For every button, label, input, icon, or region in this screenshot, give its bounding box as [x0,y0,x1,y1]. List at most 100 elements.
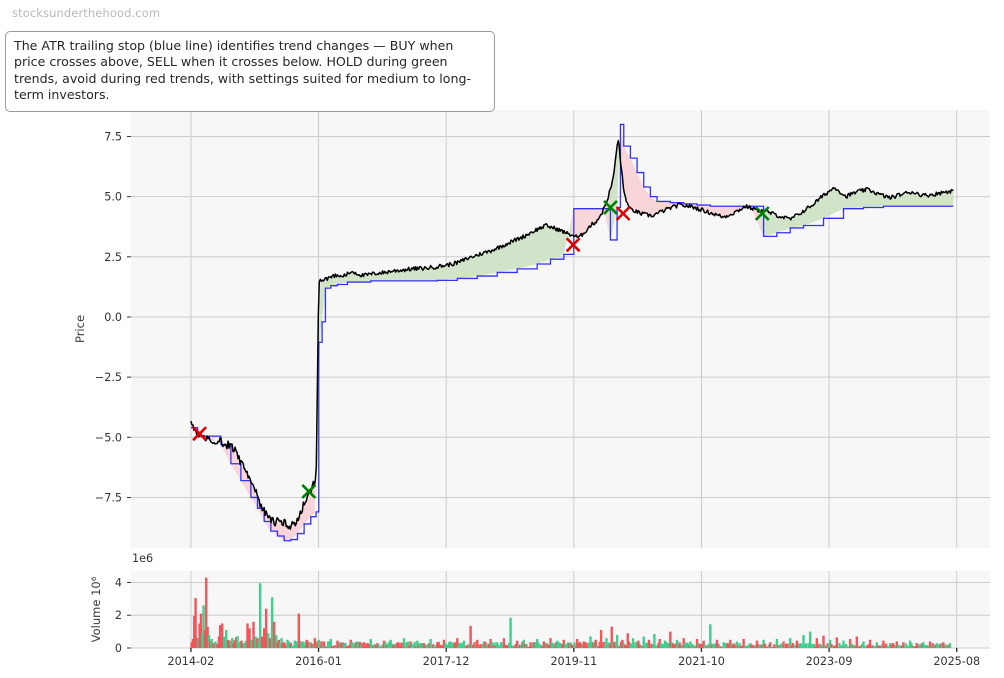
volume-bar [781,645,784,648]
volume-bar [434,645,438,648]
volume-bar [340,642,343,648]
volume-bar [310,643,314,648]
volume-bar [838,643,841,648]
volume-bar [754,645,757,648]
volume-bar [719,646,723,648]
volume-bar [836,647,840,648]
volume-bar [643,646,647,648]
volume-bar [828,639,832,648]
volume-bar [376,643,379,648]
volume-bar [437,641,440,648]
volume-bar [819,644,823,648]
volume-bar [525,643,528,648]
volume-bar [441,645,444,648]
volume-bar [409,641,412,648]
volume-bar [598,641,601,648]
volume-bar [906,646,909,648]
volume-bar [289,643,293,648]
volume-bar [514,643,518,648]
volume-bar [500,642,503,648]
volume-bar [457,643,460,648]
volume-bar [353,642,356,648]
volume-bar [274,634,278,648]
volume-bar [718,645,721,648]
volume-bar [490,642,494,648]
volume-bar [466,644,470,648]
buy-signal-marker [603,200,618,215]
volume-bar [627,641,631,648]
marker-stroke [754,206,770,221]
marker-stroke [301,484,317,499]
volume-bar [762,639,765,648]
volume-bar [743,646,747,648]
volume-bar [911,646,914,648]
volume-bar [802,634,805,648]
volume-bar [195,638,199,648]
volume-bar [570,644,574,648]
volume-bar [557,642,560,648]
volume-bar [731,644,735,648]
volume-bar [341,642,344,648]
volume-bar [397,642,400,648]
volume-bar [493,642,496,648]
volume-bar [281,642,285,648]
volume-bar [654,645,657,648]
volume-bar [717,643,720,648]
volume-bar [517,644,520,648]
volume-bar [699,643,703,648]
volume-bar [890,645,893,648]
sell-signal-marker [615,206,631,221]
volume-bar [277,639,281,648]
volume-bar [727,644,731,648]
volume-bar [938,644,941,648]
volume-bar [268,638,272,648]
volume-bar [386,643,390,648]
volume-bar [807,643,811,648]
volume-bar [786,643,789,648]
volume-bar [614,645,617,648]
volume-bar [404,646,407,648]
volume-bar [870,646,873,648]
volume-bar [574,645,578,648]
volume-bar [587,642,591,648]
volume-bar [308,645,311,648]
volume-bar [886,645,889,648]
volume-offset-label: 1e6 [132,552,153,565]
volume-bar [229,642,233,648]
volume-bar [287,641,291,648]
volume-bar [935,643,938,648]
volume-bar [924,644,928,648]
volume-bar [884,643,888,648]
volume-bar [621,639,624,648]
volume-bar [549,638,552,648]
volume-bar [199,613,203,648]
volume-bar [406,641,410,648]
volume-bar [368,644,371,648]
volume-bar [546,644,550,648]
volume-bar [370,645,374,648]
volume-bar [573,642,576,648]
volume-bar [349,639,352,648]
volume-bar [232,643,235,648]
volume-bar [856,646,860,648]
volume-bar [550,642,554,648]
volume-bar [595,646,599,648]
volume-bar [589,636,592,648]
volume-bar [465,645,468,648]
volume-bar [904,643,908,648]
volume-bar [501,644,504,648]
volume-bar [610,626,613,648]
volume-bar [217,636,221,648]
volume-bar [739,645,743,648]
volume-bar [773,644,776,648]
volume-bar [330,646,334,648]
volume-bar [207,634,211,648]
volume-bar [344,643,347,648]
volume-bar [524,644,527,648]
volume-bar [634,642,637,648]
volume-bar [898,645,901,648]
volume-bar [733,643,736,648]
volume-bar [745,645,748,648]
volume-bar [445,646,448,648]
volume-bar [306,641,310,648]
